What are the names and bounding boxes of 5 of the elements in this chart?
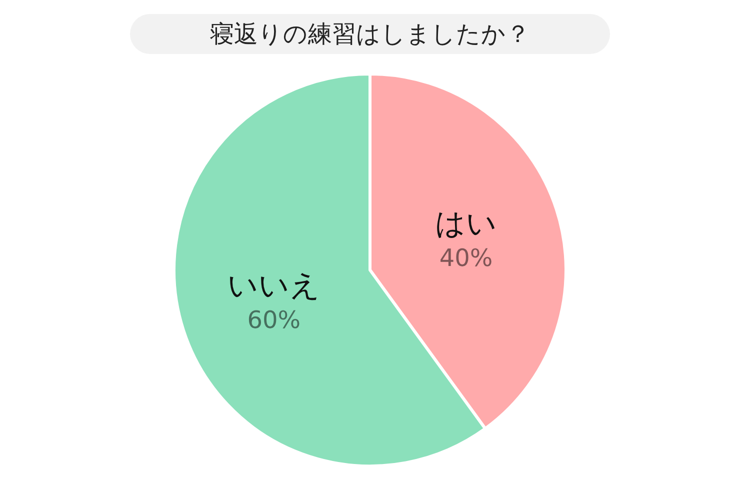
slice-label: はい — [435, 206, 498, 242]
chart-title: 寝返りの練習はしましたか？ — [210, 20, 530, 48]
slice-label: いいえ — [227, 268, 320, 304]
data-label: 40% — [439, 244, 493, 272]
data-label: 60% — [247, 306, 301, 334]
